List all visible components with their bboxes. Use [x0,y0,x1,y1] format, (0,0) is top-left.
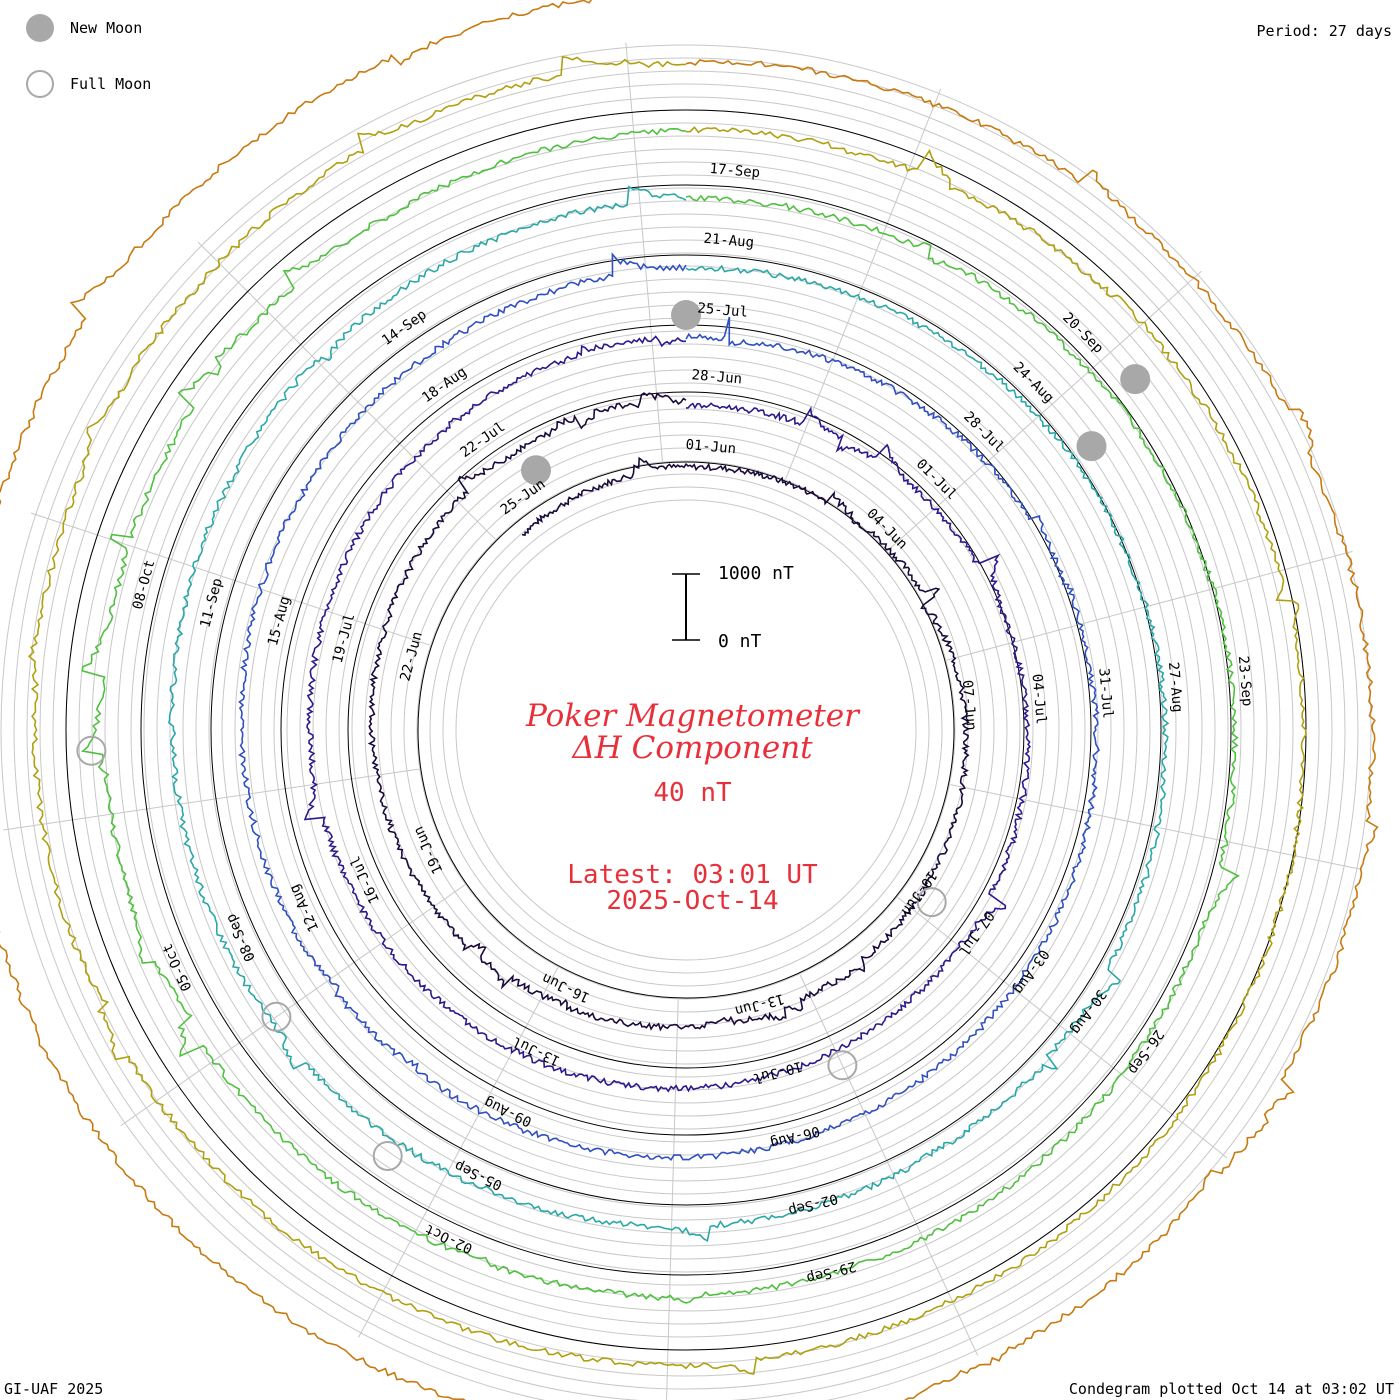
date-label: 28-Jul [960,409,1007,456]
rotation-baseline [417,461,955,999]
chart-scale: 40 nT [653,778,732,808]
trace-rotation-4 [168,185,1170,1243]
grid-circle [0,44,1372,1400]
grid-circle [208,252,1164,1208]
trace-rotation-5 [81,127,1241,1304]
grid-circle [78,122,1294,1338]
rotation-baseline [347,391,1025,1069]
grid-circle [117,161,1255,1299]
date-label: 31-Jul [1095,667,1115,719]
trace-rotation-6 [27,55,1307,1375]
date-label: 04-Jul [1029,673,1049,725]
grid-circle [325,369,1047,1091]
grid-circle [390,434,982,1026]
date-label: 22-Jul [458,419,509,461]
new-moon-marker [1120,364,1151,395]
period-label: Period: 27 days [1256,22,1392,40]
new-moon-label: New Moon [70,19,143,37]
grid-circle [299,343,1073,1117]
grid-circle [234,278,1138,1182]
trace-rotation-3 [238,252,1100,1162]
full-moon-marker [916,887,947,918]
scale-top-label: 1000 nT [718,563,794,584]
date-label: 07-Jun [959,679,979,731]
rotation-baseline [210,254,1162,1206]
grid-circle [286,330,1086,1130]
date-label: 17-Sep [709,161,761,181]
grid-circle [143,187,1229,1273]
grid-circle [312,356,1060,1104]
trace-rotation-1 [367,392,971,1032]
date-label: 28-Jun [691,367,743,387]
grid-circle [130,174,1242,1286]
scale-bar [672,573,700,641]
moon-phase-markers [76,300,1151,1171]
full-moon-marker [76,735,107,766]
grid-circle [442,486,930,974]
grid-circle [195,239,1177,1221]
scale-bottom-label: 0 nT [718,631,762,652]
grid-circle [247,291,1125,1169]
date-label: 29-Sep [805,1258,858,1287]
latest-time: Latest: 03:01 UT [567,860,818,890]
full-moon-icon [26,70,54,98]
legend-full-moon: Full Moon [26,70,151,98]
rotation-baseline [140,184,1232,1276]
date-label: 25-Jul [697,300,749,320]
credit-label: GI-UAF 2025 [4,1380,104,1398]
new-moon-marker [1076,431,1107,462]
grid-circle [182,226,1190,1234]
legend-new-moon: New Moon [26,14,142,42]
date-label: 06-Aug [768,1122,821,1151]
grid-circle [351,395,1021,1065]
date-label: 04-Jun [863,506,910,553]
full-moon-marker [261,1001,292,1032]
grid-circle [364,408,1008,1052]
date-label: 08-Oct [130,558,159,611]
full-moon-label: Full Moon [70,75,152,93]
grid-circle [377,421,995,1039]
date-label: 01-Jun [685,437,737,457]
date-label: 21-Aug [703,231,755,251]
full-moon-marker [827,1050,858,1081]
grid-circle [416,460,956,1000]
grid-circle [429,473,943,987]
date-label: 19-Jul [330,612,359,665]
grid-circle [91,135,1281,1325]
chart-title: Poker Magnetometer [526,698,859,734]
date-label: 12-Aug [287,882,323,935]
date-label: 13-Jun [733,990,786,1019]
date-label: 08-Sep [223,911,259,964]
grid-radial [666,999,679,1400]
grid-radial [799,974,979,1356]
grid-layer [0,42,1372,1400]
date-label: 10-Jul [751,1058,804,1087]
grid-circle [13,57,1359,1400]
grid-circle [156,200,1216,1260]
grid-circle [39,83,1333,1377]
full-moon-marker [372,1141,403,1171]
date-label: 15-Aug [265,595,294,648]
grid-circle [104,148,1268,1312]
date-label: 26-Sep [1125,1026,1167,1077]
grid-circle [169,213,1203,1247]
grid-circle [26,70,1346,1390]
new-moon-marker [671,300,701,330]
date-label: 27-Aug [1165,661,1185,713]
trace-rotation-2 [303,335,1031,1093]
chart-subtitle: ΔH Component [572,730,813,766]
date-label: 22-Jun [397,630,426,683]
grid-circle [338,382,1034,1078]
plotted-timestamp: Condegram plotted Oct 14 at 03:02 UT [1068,1380,1394,1398]
date-label: 01-Jul [913,456,960,503]
grid-circle [52,96,1320,1364]
latest-date: 2025-Oct-14 [606,886,779,916]
date-label: 23-Sep [1235,655,1255,707]
new-moon-marker [521,455,551,486]
new-moon-icon [26,14,54,42]
grid-circle [455,499,917,961]
